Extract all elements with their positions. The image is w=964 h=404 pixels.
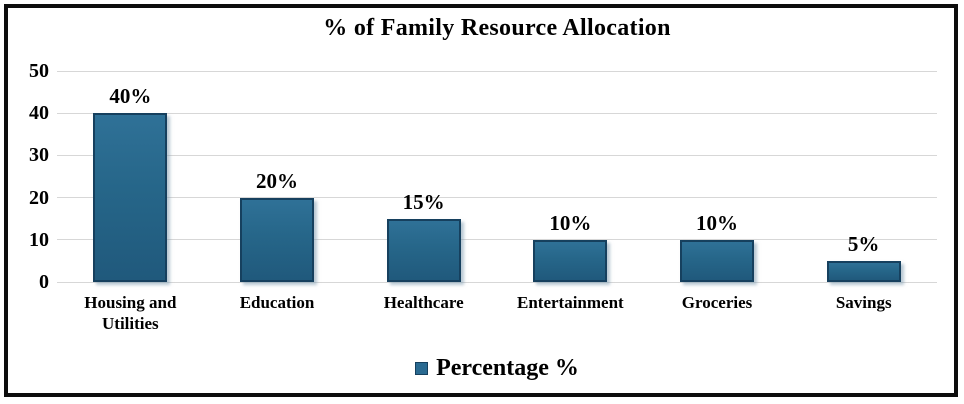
bar-groceries <box>680 239 754 282</box>
bar-value-label: 10% <box>696 210 738 235</box>
bar-housing-and-utilities <box>93 113 168 282</box>
x-axis-label: Savings <box>835 293 892 312</box>
bar-value-label: 10% <box>549 210 592 235</box>
bar-value-label: 20% <box>256 168 298 193</box>
x-axis-label: Education <box>239 293 315 312</box>
y-axis-tick-label: 10 <box>29 228 49 251</box>
gridline <box>57 154 937 156</box>
y-axis-tick-label: 50 <box>29 60 49 82</box>
y-axis: 0 10 20 30 40 50 <box>8 60 49 293</box>
bar-value-label: 40% <box>109 84 152 109</box>
chart-title: % of Family Resource Allocation <box>323 15 671 41</box>
legend-label: Percentage % <box>436 355 579 381</box>
bar-value-label: 15% <box>402 189 445 214</box>
legend-swatch-icon <box>415 362 429 375</box>
bar-healthcare <box>386 218 461 282</box>
x-axis-label: Entertainment <box>516 293 624 312</box>
gridline <box>57 70 937 72</box>
bar-savings <box>826 260 901 282</box>
bar-value-label: 5% <box>847 231 880 256</box>
legend: Percentage % <box>57 355 937 382</box>
x-axis-label: Groceries <box>681 293 753 312</box>
gridline <box>57 197 937 199</box>
bar-entertainment <box>533 239 608 282</box>
x-axis-label: Housing and Utilities <box>84 293 177 334</box>
plot-area: 40% 20% 15% 10% 10% 5% <box>57 70 937 283</box>
gridline <box>57 112 937 114</box>
x-axis: Housing and Utilities Education Healthcare… <box>57 292 937 335</box>
y-axis-tick-label: 40 <box>29 102 49 125</box>
gridline <box>57 239 937 241</box>
x-axis-label: Healthcare <box>383 293 464 312</box>
chart-frame: % of Family Resource Allocation 0 10 20 30 4… <box>4 4 958 397</box>
y-axis-tick-label: 20 <box>29 186 49 209</box>
y-axis-tick-label: 30 <box>29 144 49 167</box>
y-axis-tick-label: 0 <box>39 271 49 293</box>
bar-education <box>240 197 314 282</box>
gridline <box>57 281 937 283</box>
